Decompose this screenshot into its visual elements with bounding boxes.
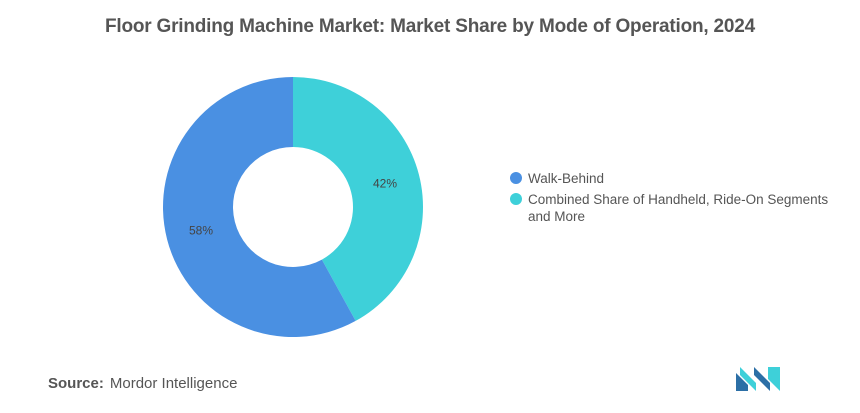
legend: Walk-Behind Combined Share of Handheld, … [510, 170, 830, 229]
data-label-walk-behind: 58% [189, 224, 213, 238]
legend-swatch-walk-behind [510, 172, 522, 184]
donut-chart: 42% 58% [163, 77, 423, 337]
source-note: Source: Mordor Intelligence [48, 375, 237, 392]
mordor-logo-icon [736, 367, 780, 391]
slice-combined [293, 77, 423, 321]
legend-label-combined: Combined Share of Handheld, Ride-On Segm… [528, 192, 829, 224]
legend-item-combined: Combined Share of Handheld, Ride-On Segm… [510, 191, 830, 225]
slice-walk-behind [163, 77, 356, 337]
legend-swatch-combined [510, 193, 522, 205]
data-label-combined: 42% [373, 176, 397, 190]
legend-label-walk-behind: Walk-Behind [528, 171, 605, 186]
chart-title: Floor Grinding Machine Market: Market Sh… [104, 16, 756, 37]
source-value: Mordor Intelligence [109, 375, 238, 392]
source-key: Source: [48, 375, 104, 392]
legend-item-walk-behind: Walk-Behind [510, 170, 830, 187]
